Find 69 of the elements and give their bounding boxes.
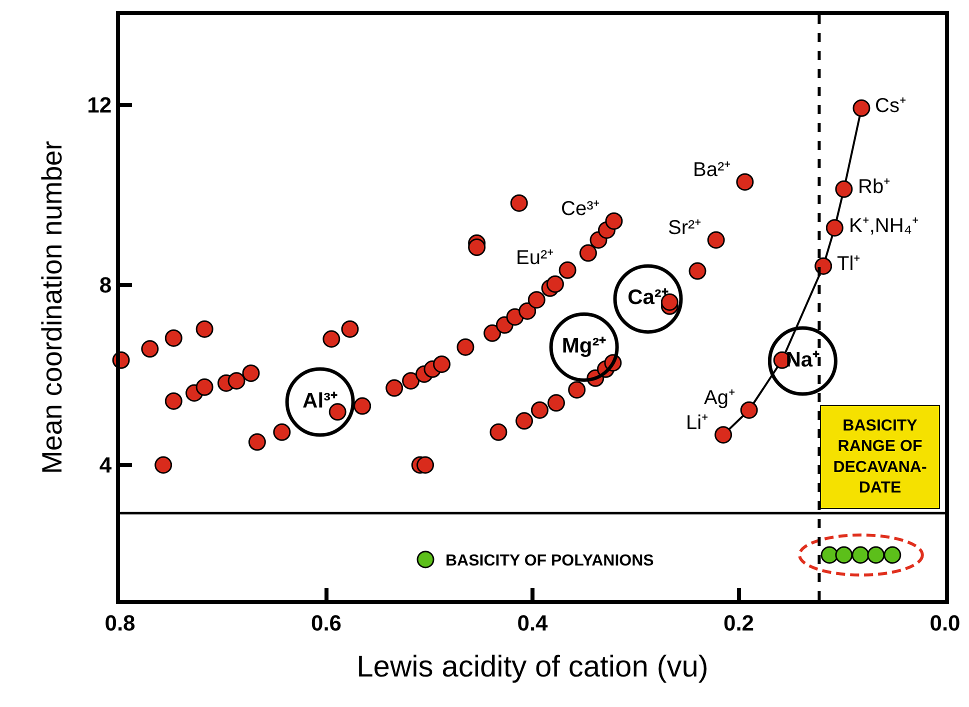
point	[707, 231, 725, 249]
annotation: Ag⁺	[704, 387, 736, 409]
x-tick-label: 0.6	[310, 610, 342, 636]
point	[820, 546, 838, 564]
annotation: Sr²⁺	[668, 217, 702, 239]
point	[164, 329, 182, 347]
annotation: K⁺,NH₄⁺	[849, 215, 919, 237]
point	[547, 394, 565, 412]
point	[273, 423, 291, 441]
x-tick-label: 0.8	[104, 610, 136, 636]
y-tick-label: 8	[99, 272, 112, 298]
point	[386, 379, 404, 397]
point	[867, 546, 885, 564]
point	[242, 364, 260, 382]
ref-line-label: BASICITY RANGE OF DECAVANA-DATE	[833, 417, 927, 497]
annotation: Cs⁺	[875, 95, 906, 117]
x-tick-label: 0.2	[723, 610, 754, 636]
point	[736, 173, 754, 191]
annotation: Ba²⁺	[693, 159, 732, 181]
point	[416, 456, 434, 474]
point	[852, 546, 870, 564]
point	[546, 275, 564, 293]
point	[884, 546, 902, 564]
point	[518, 302, 536, 320]
x-tick-label: 0.0	[930, 610, 960, 636]
point	[490, 423, 508, 441]
point	[740, 401, 758, 419]
point	[510, 194, 528, 212]
point	[516, 412, 533, 430]
point	[354, 397, 372, 415]
y-tick-label: 4	[99, 452, 112, 478]
point	[196, 378, 214, 396]
point	[484, 324, 502, 342]
point	[568, 381, 586, 399]
point	[558, 261, 576, 279]
point	[605, 212, 623, 230]
y-axis-title: Mean coordination number	[36, 140, 68, 474]
point	[826, 219, 844, 237]
point	[530, 401, 548, 419]
point	[835, 180, 853, 198]
point	[164, 392, 182, 410]
point	[154, 456, 172, 474]
point	[814, 257, 832, 275]
point	[402, 372, 420, 390]
x-tick-label: 0.4	[517, 610, 549, 636]
x-axis-title: Lewis acidity of cation (vu)	[356, 650, 708, 684]
y-tick-label: 12	[87, 92, 112, 118]
point	[688, 262, 706, 280]
point	[228, 372, 246, 390]
point	[852, 99, 870, 117]
annotation: Rb⁺	[858, 176, 891, 198]
point	[714, 426, 732, 444]
point	[468, 238, 486, 256]
point	[141, 340, 159, 358]
annotation: Tl⁺	[837, 253, 861, 275]
annotation: Eu²⁺	[516, 247, 554, 269]
point	[579, 244, 597, 262]
annotation: Li⁺	[686, 412, 709, 434]
data-label: Al³⁺	[302, 389, 338, 412]
point	[835, 546, 853, 564]
point	[528, 291, 546, 309]
point	[248, 433, 266, 451]
point	[322, 330, 340, 348]
annotation: Ce³⁺	[561, 198, 600, 220]
data-label: Mg²⁺	[562, 334, 606, 358]
point	[196, 320, 214, 338]
point	[433, 355, 450, 373]
point	[341, 320, 359, 338]
point	[456, 338, 474, 356]
